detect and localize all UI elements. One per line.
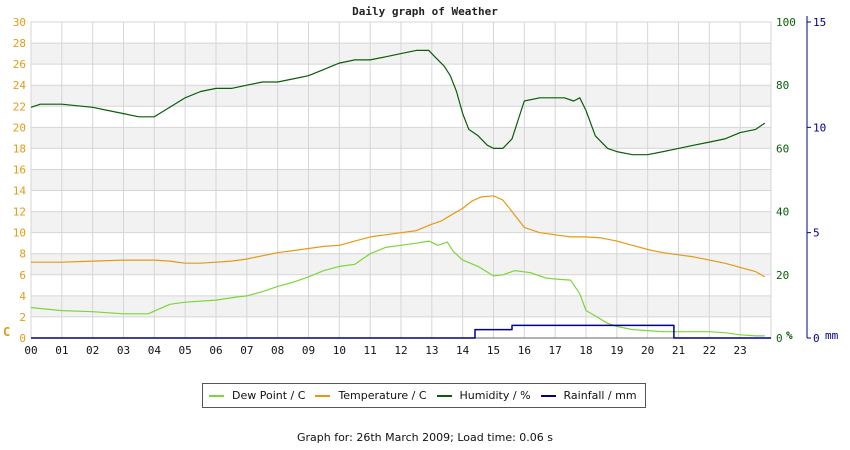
- x-tick-label: 14: [456, 344, 470, 357]
- y-tick-label-humidity: 80: [776, 79, 789, 92]
- x-tick-label: 16: [518, 344, 531, 357]
- footer-status: Graph for: 26th March 2009; Load time: 0…: [296, 431, 554, 444]
- x-tick-label: 07: [240, 344, 253, 357]
- x-tick-label: 10: [333, 344, 346, 357]
- legend-entry: Temperature / C: [315, 389, 427, 402]
- legend-label: Dew Point / C: [232, 389, 306, 402]
- legend-swatch: [436, 394, 452, 397]
- temperature-line: [31, 195, 766, 278]
- x-tick-label: 03: [117, 344, 130, 357]
- y-tick-label-humidity: 100: [776, 16, 796, 29]
- legend-label: Temperature / C: [338, 389, 427, 402]
- x-tick-label: 02: [86, 344, 99, 357]
- y-unit-label-rainfall: mm: [825, 329, 839, 342]
- x-tick-label: 15: [487, 344, 500, 357]
- chart-title: Daily graph of Weather: [352, 5, 498, 18]
- y-tick-label-left: 12: [13, 206, 26, 219]
- y-tick-label-humidity: 0: [776, 332, 783, 345]
- series-lines: [30, 49, 771, 339]
- y-tick-label-left: 8: [19, 248, 26, 261]
- legend-label: Humidity / %: [459, 389, 531, 402]
- y-tick-label-rainfall: 5: [813, 227, 820, 240]
- y-tick-label-left: 2: [19, 311, 26, 324]
- weather-chart: 00 01 02 03 04 05 06 07 08 09 10 11 12 13 14 15 16 17 18 19…: [3, 16, 839, 357]
- y-tick-label-humidity: 40: [776, 206, 789, 219]
- legend-entry: Dew Point / C: [209, 389, 305, 402]
- y-tick-label-left: 24: [13, 79, 27, 92]
- x-tick-label: 18: [579, 344, 592, 357]
- humidity-line: [30, 49, 766, 156]
- legend-swatch: [540, 394, 556, 397]
- x-tick-label: 17: [549, 344, 562, 357]
- x-tick-label: 20: [641, 344, 654, 357]
- y-tick-label-left: 20: [13, 121, 26, 134]
- y-tick-label-left: 6: [19, 269, 26, 282]
- y-tick-label-left: 22: [13, 100, 26, 113]
- legend-swatch: [209, 394, 224, 397]
- x-tick-label: 08: [271, 344, 284, 357]
- y-tick-label-left: 4: [19, 290, 26, 303]
- y-unit-label-humidity: %: [786, 329, 793, 342]
- legend-entry: Rainfall / mm: [540, 389, 637, 402]
- x-tick-label: 21: [672, 344, 685, 357]
- y-tick-label-left: 14: [13, 185, 27, 198]
- x-tick-label: 23: [734, 344, 747, 357]
- y-tick-label-left: 18: [13, 142, 26, 155]
- y-tick-label-humidity: 20: [776, 269, 789, 282]
- x-tick-label: 19: [610, 344, 623, 357]
- x-tick-label: 13: [425, 344, 438, 357]
- y-tick-label-rainfall: 0: [813, 332, 820, 345]
- legend-label: Rainfall / mm: [563, 389, 637, 402]
- x-tick-label: 00: [24, 344, 37, 357]
- y-tick-label-left: 28: [13, 37, 26, 50]
- x-tick-label: 22: [703, 344, 716, 357]
- rainfall-line: [31, 324, 771, 339]
- x-tick-label: 12: [394, 344, 407, 357]
- legend-swatch: [315, 394, 331, 397]
- legend: Dew Point / C Temperature / C Humidity / %…: [202, 383, 646, 408]
- x-tick-label: 04: [148, 344, 162, 357]
- x-tick-label: 05: [179, 344, 192, 357]
- y-tick-label-rainfall: 15: [813, 16, 826, 29]
- dew-point-line: [30, 240, 765, 337]
- x-tick-label: 11: [364, 344, 377, 357]
- y-tick-label-left: 10: [13, 227, 26, 240]
- x-tick-label: 01: [55, 344, 68, 357]
- y-tick-label-left: 30: [13, 16, 26, 29]
- y-tick-label-humidity: 60: [776, 142, 789, 155]
- legend-entry: Humidity / %: [436, 389, 531, 402]
- y-tick-label-rainfall: 10: [813, 121, 826, 134]
- tick-labels: 00 01 02 03 04 05 06 07 08 09 10 11 12 13 14 15 16 17 18 19…: [3, 16, 839, 357]
- y-tick-label-left: 26: [13, 58, 26, 71]
- y-tick-label-left: 0: [19, 332, 26, 345]
- x-tick-label: 09: [302, 344, 315, 357]
- y-tick-label-left: 16: [13, 163, 26, 176]
- x-tick-label: 06: [209, 344, 222, 357]
- y-unit-label-left: C: [3, 325, 10, 339]
